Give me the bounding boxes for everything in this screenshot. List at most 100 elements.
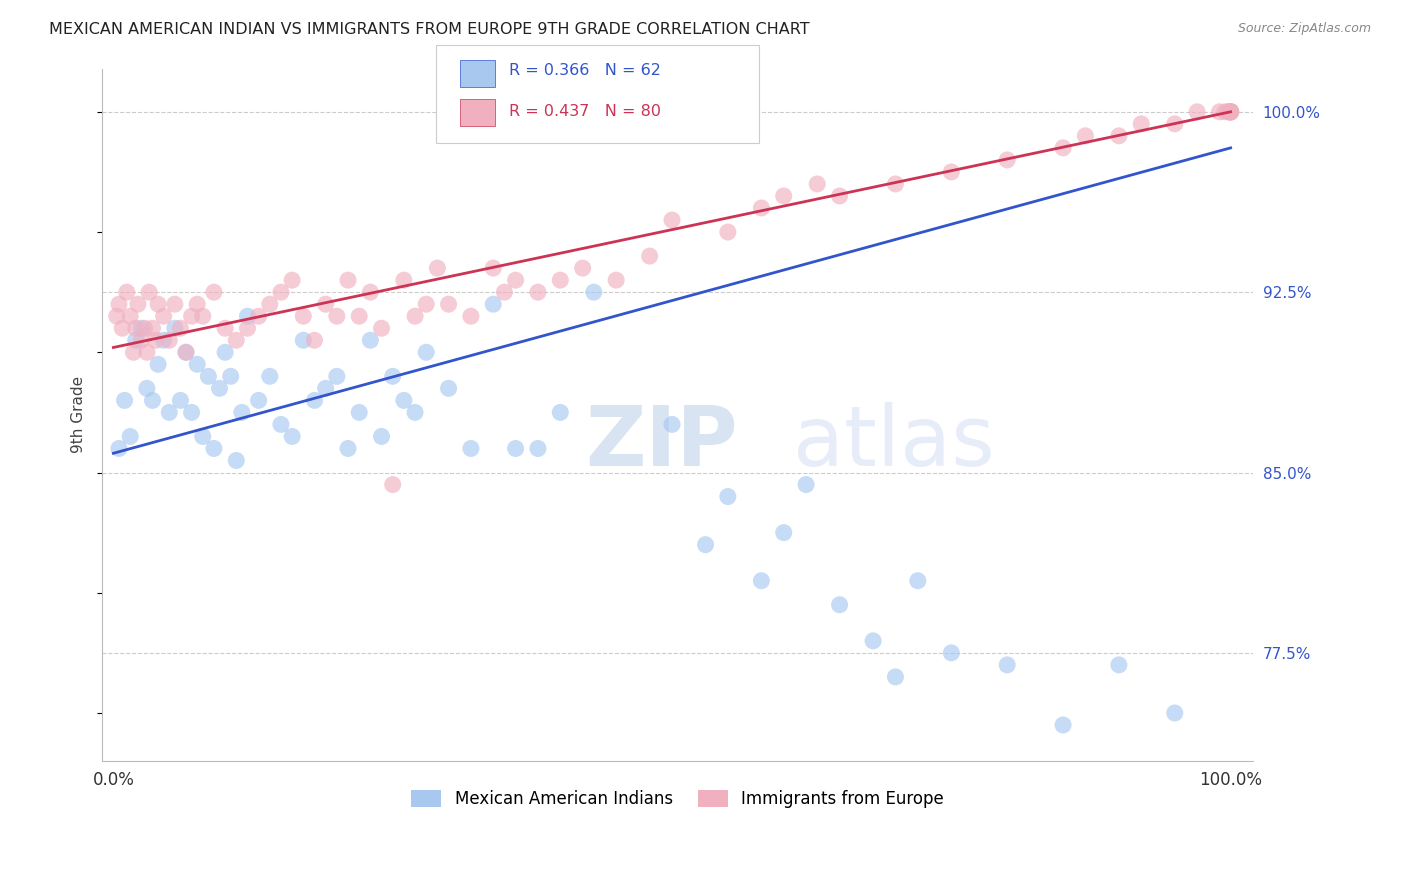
Point	[1213, 104, 1236, 119]
Point	[415, 297, 437, 311]
Point	[638, 249, 661, 263]
Point	[717, 490, 740, 504]
Point	[208, 381, 231, 395]
Point	[1219, 104, 1241, 119]
Point	[1218, 104, 1240, 119]
Point	[482, 297, 505, 311]
Point	[1219, 104, 1241, 119]
Point	[404, 405, 426, 419]
Point	[111, 321, 134, 335]
Point	[163, 297, 186, 311]
Legend: Mexican American Indians, Immigrants from Europe: Mexican American Indians, Immigrants fro…	[405, 783, 950, 815]
Point	[214, 321, 236, 335]
Point	[505, 442, 527, 456]
Point	[1164, 706, 1187, 720]
Point	[1218, 104, 1240, 119]
Point	[146, 297, 169, 311]
Point	[174, 345, 197, 359]
Point	[191, 309, 214, 323]
Point	[548, 273, 571, 287]
Point	[1108, 128, 1130, 143]
Point	[571, 261, 593, 276]
Point	[661, 213, 683, 227]
Point	[108, 442, 131, 456]
Point	[197, 369, 219, 384]
Point	[115, 285, 138, 300]
Point	[1219, 104, 1241, 119]
Point	[304, 333, 326, 347]
Point	[163, 321, 186, 335]
Point	[828, 189, 851, 203]
Point	[125, 321, 148, 335]
Point	[186, 297, 208, 311]
Point	[281, 273, 304, 287]
Point	[122, 345, 145, 359]
Point	[494, 285, 516, 300]
Y-axis label: 9th Grade: 9th Grade	[72, 376, 86, 453]
Point	[370, 429, 392, 443]
Point	[315, 381, 337, 395]
Point	[751, 574, 773, 588]
Point	[505, 273, 527, 287]
Point	[169, 393, 191, 408]
Point	[1219, 104, 1241, 119]
Point	[191, 429, 214, 443]
Point	[995, 153, 1018, 167]
Point	[202, 285, 225, 300]
Point	[292, 333, 315, 347]
Point	[482, 261, 505, 276]
Point	[138, 285, 160, 300]
Point	[1219, 104, 1241, 119]
Point	[392, 273, 415, 287]
Text: R = 0.437   N = 80: R = 0.437 N = 80	[509, 104, 661, 119]
Point	[1208, 104, 1230, 119]
Point	[108, 297, 131, 311]
Point	[152, 309, 174, 323]
Point	[1052, 141, 1074, 155]
Point	[907, 574, 929, 588]
Point	[141, 393, 163, 408]
Point	[134, 321, 156, 335]
Point	[695, 538, 717, 552]
Point	[259, 369, 281, 384]
Point	[131, 321, 153, 335]
Point	[717, 225, 740, 239]
Point	[1074, 128, 1097, 143]
Point	[225, 453, 247, 467]
Point	[292, 309, 315, 323]
Point	[884, 177, 907, 191]
Point	[437, 297, 460, 311]
Point	[247, 393, 270, 408]
Point	[772, 525, 794, 540]
Point	[120, 309, 142, 323]
Point	[174, 345, 197, 359]
Point	[259, 297, 281, 311]
Point	[404, 309, 426, 323]
Point	[315, 297, 337, 311]
Point	[337, 273, 360, 287]
Text: Source: ZipAtlas.com: Source: ZipAtlas.com	[1237, 22, 1371, 36]
Point	[337, 442, 360, 456]
Point	[157, 333, 180, 347]
Point	[527, 285, 550, 300]
Point	[1052, 718, 1074, 732]
Point	[304, 393, 326, 408]
Point	[527, 442, 550, 456]
Point	[236, 309, 259, 323]
Point	[202, 442, 225, 456]
Point	[105, 309, 128, 323]
Point	[381, 477, 404, 491]
Point	[1108, 657, 1130, 672]
Point	[225, 333, 247, 347]
Point	[141, 321, 163, 335]
Point	[828, 598, 851, 612]
Point	[995, 657, 1018, 672]
Point	[751, 201, 773, 215]
Text: atlas: atlas	[793, 402, 994, 483]
Point	[941, 646, 963, 660]
Point	[661, 417, 683, 432]
Point	[231, 405, 253, 419]
Point	[127, 297, 149, 311]
Text: R = 0.366   N = 62: R = 0.366 N = 62	[509, 63, 661, 78]
Point	[125, 333, 148, 347]
